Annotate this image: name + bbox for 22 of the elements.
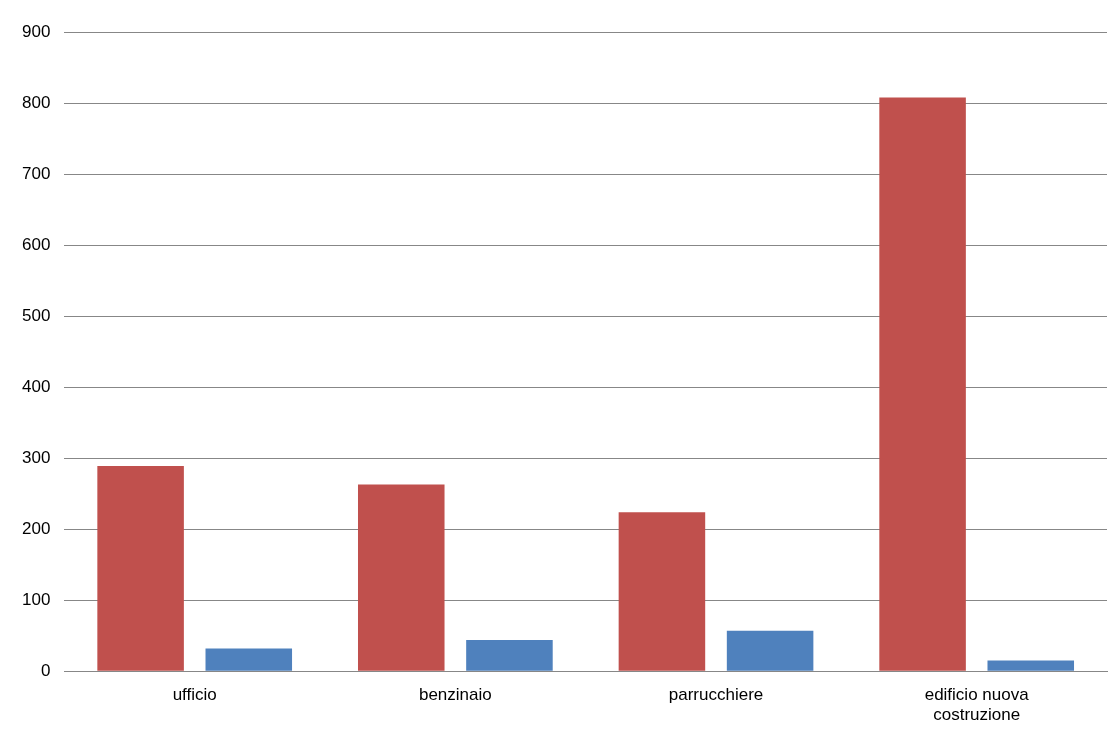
bar [358,484,445,671]
x-tick-label: parrucchiere [668,685,764,705]
y-tick-label: 700 [21,163,51,183]
y-tick-label: 200 [21,518,51,538]
bar [726,630,814,671]
y-tick-label: 600 [21,234,51,254]
y-tick-label: 500 [21,305,51,325]
bar [879,97,966,671]
x-tick-label: benzinaio [418,685,492,705]
bar [97,466,184,671]
y-tick-label: 800 [21,92,51,112]
bar [205,648,293,671]
y-tick-label: 900 [21,21,51,41]
bar [466,639,553,671]
y-tick-label: 300 [21,447,51,467]
y-tick-label: 0 [40,660,51,680]
bar [987,660,1075,671]
y-tick-label: 100 [21,589,51,609]
x-tick-label: edificio nuova costruzione [924,685,1030,725]
bar [618,512,706,671]
x-tick-label: ufficio [172,685,217,705]
y-tick-label: 400 [21,376,51,396]
